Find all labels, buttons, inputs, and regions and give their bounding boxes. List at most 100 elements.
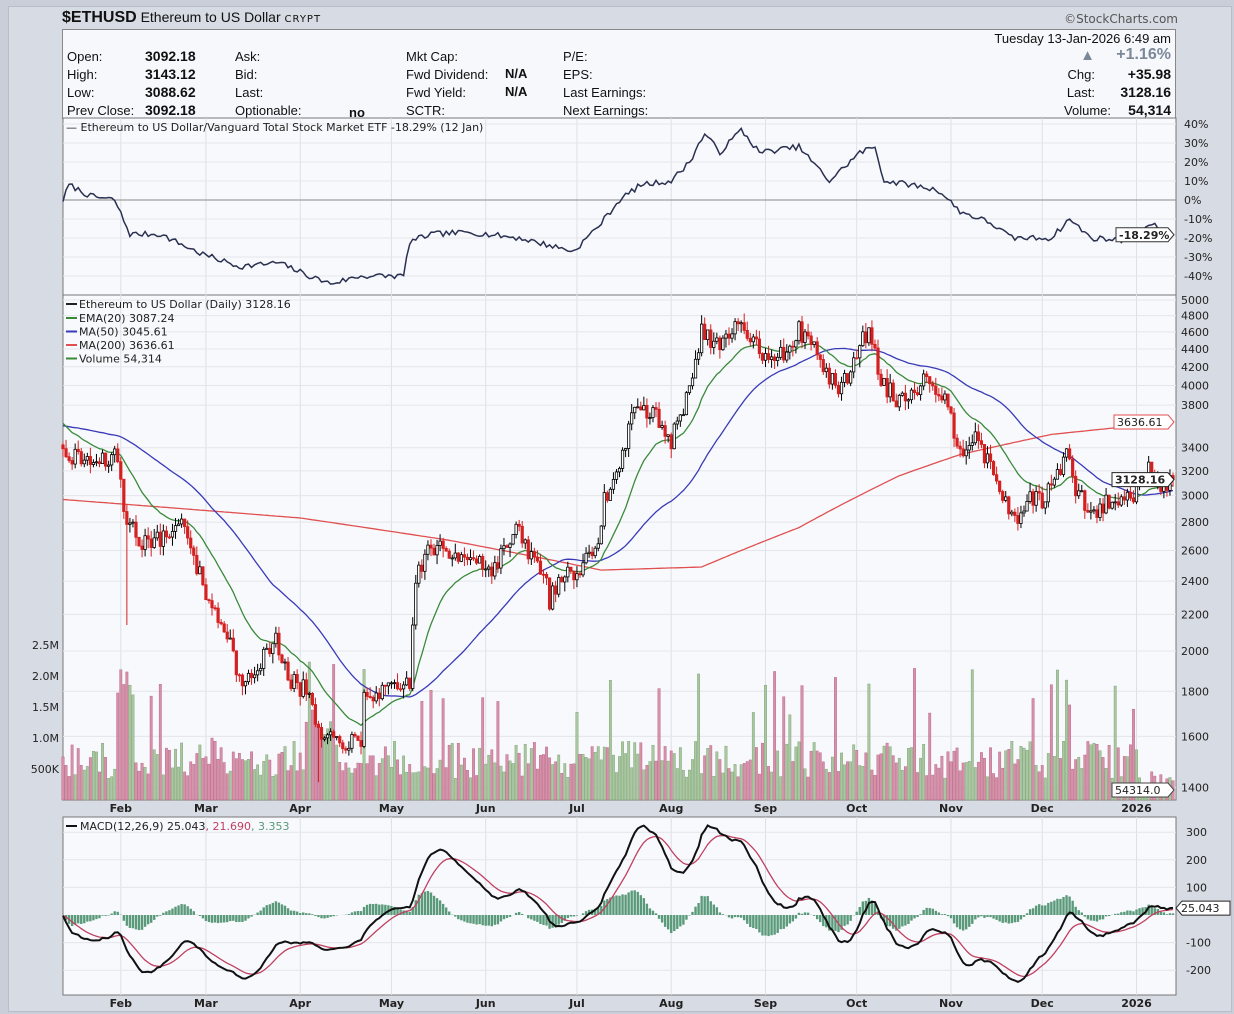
volume-bar — [408, 764, 412, 801]
candle-body — [103, 452, 108, 467]
volume-bar — [615, 772, 618, 801]
candle-body — [639, 406, 643, 411]
macd-histogram-bar — [280, 904, 284, 915]
macd-histogram-bar — [226, 915, 229, 923]
macd-histogram-bar — [621, 894, 624, 915]
volume-bar — [560, 773, 564, 801]
candle-body — [183, 518, 187, 528]
volume-bar — [450, 743, 454, 801]
volume-bar — [733, 764, 737, 801]
macd-histogram-bar — [140, 915, 144, 930]
macd-histogram-bar — [636, 891, 639, 915]
macd-histogram-bar — [268, 904, 271, 915]
candle-body — [204, 584, 208, 601]
volume-bar — [1086, 741, 1090, 801]
volume-bar — [222, 762, 226, 801]
macd-histogram-bar — [612, 896, 615, 915]
volume-bar — [149, 695, 153, 801]
volume-bar — [894, 762, 898, 801]
volume-bar — [940, 755, 944, 801]
volume-bar — [423, 766, 427, 801]
macd-tick-label: 200 — [1186, 854, 1207, 867]
candle-body — [526, 539, 530, 560]
candle-body — [846, 373, 850, 384]
volume-bar — [542, 754, 545, 801]
macd-histogram-bar — [521, 913, 524, 915]
candle-body — [943, 393, 947, 401]
candle-body — [1046, 483, 1050, 503]
macd-histogram-bar — [487, 915, 490, 926]
candle-body — [450, 557, 454, 560]
candle-body — [471, 557, 476, 560]
price-tick-label: 2000 — [1181, 645, 1209, 658]
macd-histogram-bar — [478, 915, 481, 925]
volume-bar — [292, 741, 296, 801]
macd-tick-label: 300 — [1186, 826, 1207, 839]
volume-bar — [377, 763, 381, 801]
volume-bar — [593, 752, 597, 801]
macd-legend: MACD(12,26,9) 25.043, 21.690, 3.353 — [80, 820, 290, 833]
volume-bar — [1037, 771, 1041, 801]
candle-body — [1022, 510, 1026, 514]
candle-body — [368, 695, 372, 698]
x-tick-label: Sep — [754, 997, 777, 1010]
volume-bar — [329, 721, 333, 801]
candle-body — [447, 550, 451, 559]
volume-bar — [1065, 679, 1068, 801]
candle-body — [766, 353, 771, 360]
macd-histogram-bar — [289, 910, 293, 915]
candle-body — [122, 478, 126, 512]
candle-body — [587, 551, 591, 554]
volume-bar — [92, 751, 95, 801]
macd-histogram-bar — [262, 907, 265, 915]
macd-histogram-bar — [183, 904, 186, 915]
macd-histogram-bar — [797, 912, 801, 915]
volume-bar — [140, 762, 144, 801]
candle-body — [836, 384, 841, 395]
candle-body — [544, 574, 549, 579]
candle-body — [186, 526, 190, 539]
macd-histogram-bar — [1092, 915, 1096, 921]
volume-bar — [946, 751, 950, 801]
candle-body — [301, 679, 305, 697]
macd-histogram-bar — [1013, 915, 1017, 923]
volume-bar — [67, 776, 71, 801]
volume-bar — [1040, 765, 1044, 801]
candle-body — [806, 331, 810, 337]
price-tick-label: 5000 — [1181, 294, 1209, 307]
candle-body — [614, 471, 619, 480]
x-tick-label: Mar — [194, 997, 218, 1010]
price-tick-label: 2200 — [1181, 608, 1209, 621]
candle-body — [423, 553, 427, 572]
macd-histogram-bar — [785, 915, 788, 927]
macd-histogram-bar — [819, 915, 822, 923]
volume-bar — [478, 747, 482, 801]
candle-body — [180, 518, 184, 525]
candle-body — [742, 322, 746, 331]
volume-bar — [1028, 741, 1032, 801]
volume-bar — [785, 743, 789, 801]
macd-histogram-bar — [274, 901, 278, 915]
candle-body — [870, 327, 874, 345]
volume-bar — [1031, 698, 1035, 801]
volume-bar — [353, 768, 357, 801]
volume-bar — [505, 754, 509, 801]
ema20-legend: EMA(20) 3087.24 — [79, 312, 175, 325]
volume-bar — [453, 778, 457, 801]
volume-bar — [247, 759, 250, 801]
macd-histogram-bar — [89, 915, 92, 922]
candle-body — [107, 464, 111, 467]
candle-body — [547, 577, 552, 610]
macd-histogram-bar — [587, 909, 591, 915]
candle-body — [426, 544, 430, 555]
candle-body — [268, 647, 272, 655]
volume-bar — [922, 744, 926, 801]
candle-body — [262, 648, 266, 669]
info-label: Optionable: — [235, 103, 302, 118]
macd-histogram-bar — [499, 915, 503, 922]
candle-body — [222, 623, 226, 633]
brand-logo[interactable]: ©StockCharts.com — [1064, 12, 1178, 26]
candle-body — [529, 551, 533, 560]
candle-body — [636, 406, 640, 409]
macd-histogram-bar — [295, 911, 299, 915]
